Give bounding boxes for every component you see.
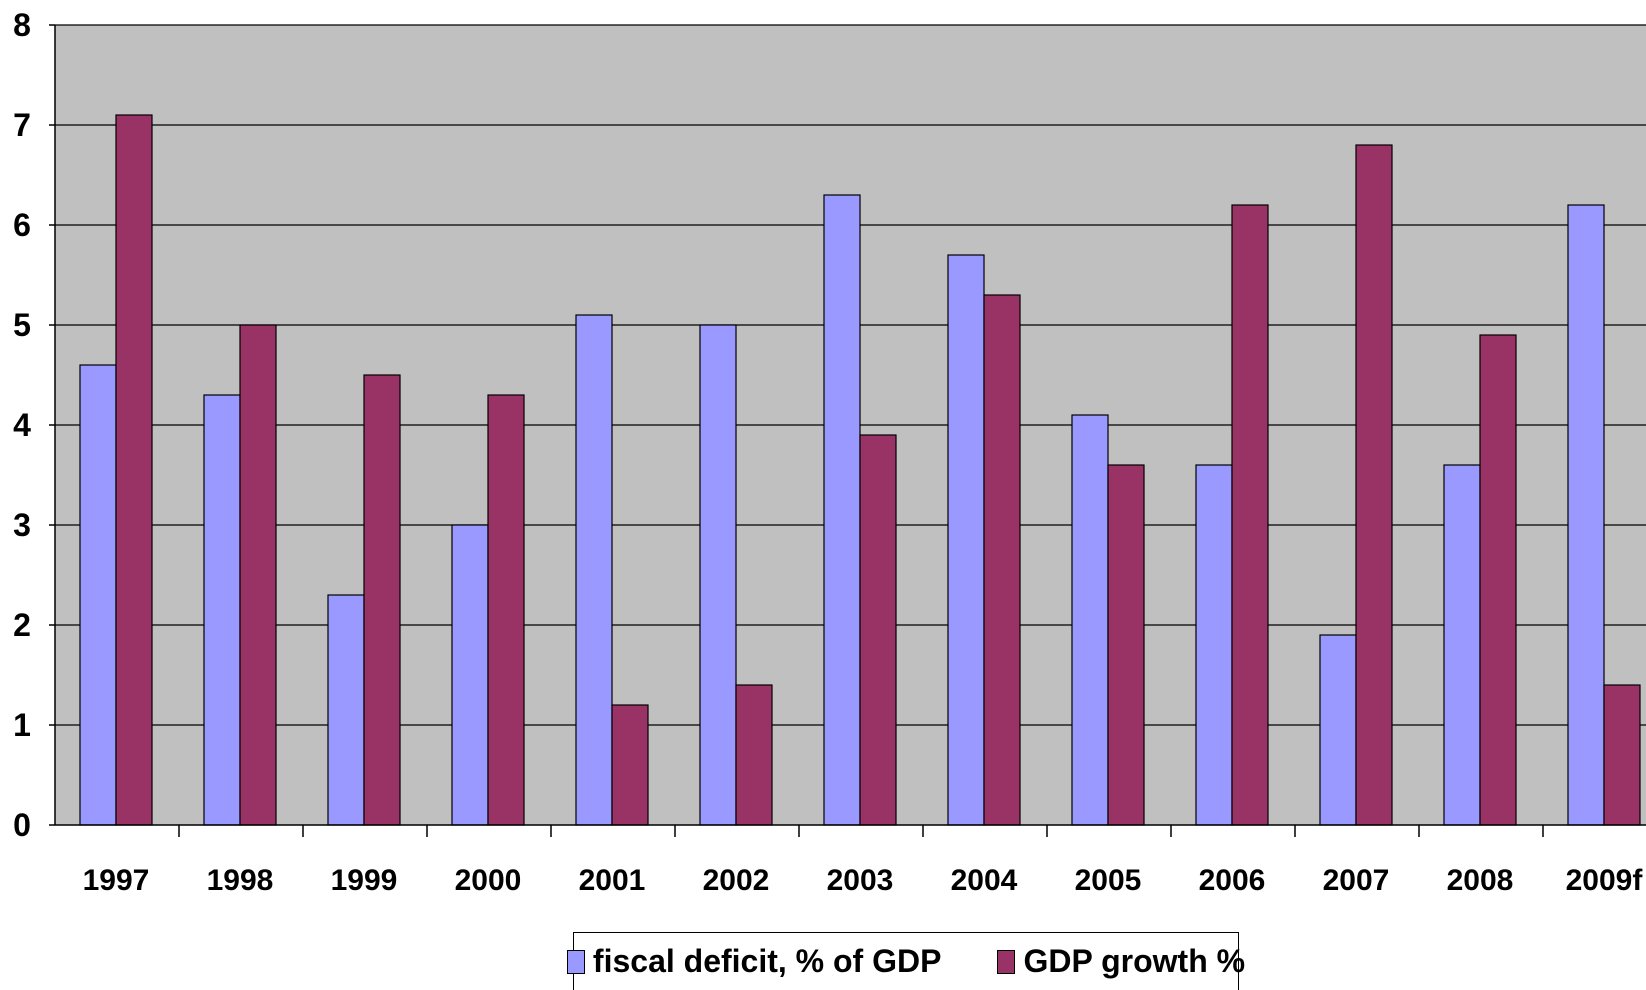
bar-fiscal-deficit	[947, 254, 985, 826]
bar-gdp-growth	[1479, 334, 1517, 826]
y-tick-label: 3	[13, 507, 31, 543]
bar-gdp-growth	[611, 704, 649, 826]
bar-gdp-growth	[1231, 204, 1269, 826]
bar-fiscal-deficit	[823, 194, 861, 826]
y-tick-label: 7	[13, 107, 31, 143]
x-tick-label: 1998	[207, 864, 274, 897]
bar-gdp-growth	[983, 294, 1021, 826]
y-axis-ticks: 0 1 2 3 4 5 6 7 8	[13, 7, 55, 843]
legend-item-fiscal-deficit: fiscal deficit, % of GDP	[566, 943, 942, 980]
bars	[79, 114, 1641, 826]
x-tick-label: 2008	[1447, 864, 1514, 897]
bar-gdp-growth	[487, 394, 525, 826]
bar-fiscal-deficit	[1195, 464, 1233, 826]
bar-fiscal-deficit	[575, 314, 613, 826]
y-tick-label: 5	[13, 307, 31, 343]
bar-gdp-growth	[115, 114, 153, 826]
bar-gdp-growth	[1603, 684, 1641, 826]
legend-swatch-fiscal-deficit	[566, 949, 585, 974]
bar-fiscal-deficit	[699, 324, 737, 826]
legend-item-gdp-growth: GDP growth %	[997, 943, 1245, 980]
x-tick-label: 2000	[455, 864, 522, 897]
x-tick-label: 2003	[827, 864, 894, 897]
y-tick-label: 1	[13, 707, 31, 743]
y-tick-label: 0	[13, 807, 31, 843]
x-tick-label: 1997	[83, 864, 150, 897]
y-tick-label: 4	[13, 407, 31, 443]
bar-fiscal-deficit	[451, 524, 489, 826]
bar-fiscal-deficit	[79, 364, 117, 826]
bar-gdp-growth	[363, 374, 401, 826]
x-tick-label: 1999	[331, 864, 398, 897]
x-tick-label: 2004	[951, 864, 1018, 897]
legend-label-fiscal-deficit: fiscal deficit, % of GDP	[592, 943, 942, 979]
x-axis-ticks: 1997 1998 1999 2000 2001 2002 2003 2004 2005 2006…	[83, 825, 1644, 897]
x-tick-label: 2001	[579, 864, 646, 897]
bar-fiscal-deficit	[1443, 464, 1481, 826]
bar-gdp-growth	[1107, 464, 1145, 826]
legend-label-gdp-growth: GDP growth %	[1023, 943, 1246, 979]
x-tick-label: 2009f	[1566, 864, 1644, 897]
x-tick-label: 2005	[1075, 864, 1142, 897]
bar-gdp-growth	[1355, 144, 1393, 826]
x-tick-label: 2006	[1199, 864, 1266, 897]
bar-gdp-growth	[239, 324, 277, 826]
bar-fiscal-deficit	[203, 394, 241, 826]
bar-fiscal-deficit	[1567, 204, 1605, 826]
bar-fiscal-deficit	[1071, 414, 1109, 826]
bar-chart: 0 1 2 3 4 5 6 7 8 1997 1998 1999 2000 2001 2002 2003 20…	[13, 7, 1646, 897]
y-tick-label: 6	[13, 207, 31, 243]
bar-gdp-growth	[859, 434, 897, 826]
y-tick-label: 8	[13, 7, 31, 43]
bar-fiscal-deficit	[327, 594, 365, 826]
bar-fiscal-deficit	[1319, 634, 1357, 826]
legend-swatch-gdp-growth	[997, 949, 1016, 974]
y-tick-label: 2	[13, 607, 31, 643]
legend: fiscal deficit, % of GDP GDP growth %	[566, 932, 1245, 990]
x-tick-label: 2002	[703, 864, 770, 897]
x-tick-label: 2007	[1323, 864, 1390, 897]
bar-gdp-growth	[735, 684, 773, 826]
